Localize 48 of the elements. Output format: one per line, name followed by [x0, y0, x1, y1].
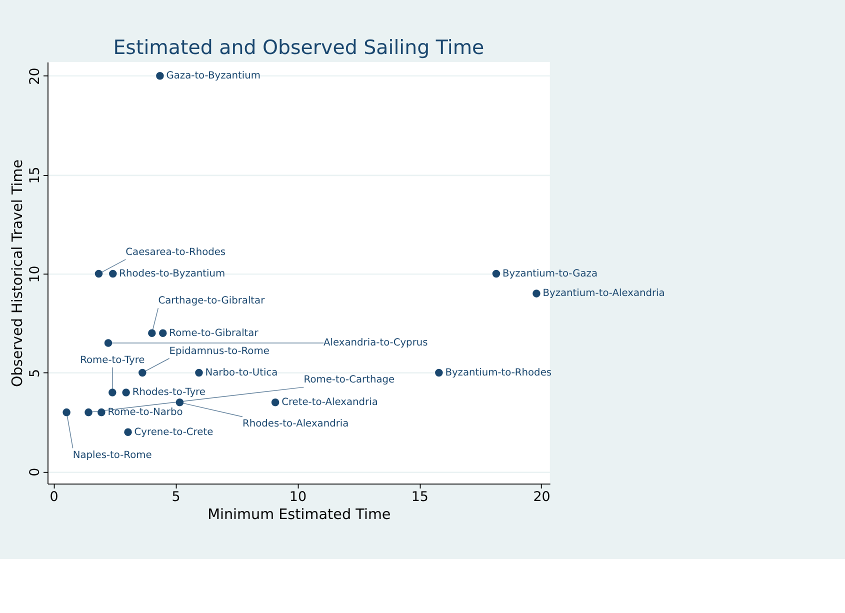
x-tick-label: 15: [411, 490, 428, 506]
point: [492, 270, 500, 278]
y-tick-label: 0: [28, 468, 44, 476]
point: [124, 428, 132, 436]
annotation: Cyrene-to-Crete: [134, 426, 214, 438]
annotation: Rhodes-to-Alexandria: [242, 418, 349, 430]
chart-title: Estimated and Observed Sailing Time: [113, 36, 484, 59]
annotation: Naples-to-Rome: [72, 450, 152, 462]
x-tick-label: 20: [533, 490, 550, 506]
y-tick-label: 20: [28, 68, 44, 85]
y-tick-label: 5: [28, 368, 44, 378]
point: [109, 270, 117, 278]
annotation: Crete-to-Alexandria: [282, 397, 378, 408]
annotation: Caesarea-to-Rhodes: [126, 246, 226, 258]
annotation: Rome-to-Carthage: [304, 374, 395, 386]
point: [195, 368, 203, 377]
annotation: Rome-to-Tyre: [80, 354, 145, 366]
annotation: Epidamnus-to-Rome: [169, 346, 270, 357]
point: [62, 408, 70, 416]
y-axis-title: Observed Historical Travel Time: [10, 159, 26, 388]
annotation: Rome-to-Gibraltar: [169, 328, 260, 339]
point: [159, 329, 167, 338]
point: [94, 270, 103, 278]
y-tick-label: 15: [28, 166, 44, 184]
point: [271, 398, 280, 406]
point: [148, 329, 156, 338]
annotation: Byzantium-to-Rhodes: [445, 367, 552, 378]
x-tick-label: 0: [50, 490, 58, 506]
annotation: Rome-to-Narbo: [108, 407, 183, 418]
point: [122, 388, 130, 396]
x-axis-title: Minimum Estimated Time: [208, 507, 391, 524]
point: [104, 339, 112, 347]
x-tick-label: 10: [289, 490, 306, 506]
y-tick-label: 10: [28, 266, 44, 283]
annotation: Narbo-to-Utica: [205, 367, 278, 378]
annotation: Byzantium-to-Alexandria: [542, 288, 665, 300]
point: [138, 368, 146, 377]
point: [84, 408, 92, 416]
annotation: Byzantium-to-Gaza: [502, 268, 598, 280]
x-tick-label: 5: [172, 490, 180, 506]
point: [532, 290, 540, 298]
annotation: Carthage-to-Gibraltar: [158, 296, 266, 307]
annotation: Rhodes-to-Byzantium: [119, 268, 226, 280]
point: [156, 72, 164, 80]
point: [435, 368, 443, 377]
annotation: Alexandria-to-Cyprus: [324, 338, 428, 349]
annotation: Rhodes-to-Tyre: [132, 387, 206, 398]
annotation: Gaza-to-Byzantium: [166, 70, 261, 82]
